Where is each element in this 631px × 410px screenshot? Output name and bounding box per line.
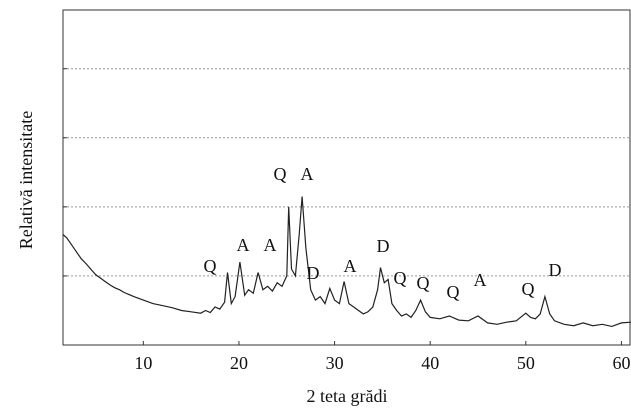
- plot-frame: [62, 9, 631, 346]
- xrd-line: [62, 196, 631, 328]
- peak-label: A: [237, 235, 250, 255]
- x-tick-label: 60: [612, 353, 630, 373]
- peak-label: Q: [447, 282, 460, 302]
- x-tick-label: 50: [517, 353, 535, 373]
- x-tick-label: 40: [421, 353, 439, 373]
- peak-label: Q: [417, 273, 430, 293]
- peak-label: D: [549, 260, 562, 280]
- peak-label: Q: [204, 256, 217, 276]
- x-axis-label: 2 teta grădi: [307, 386, 388, 406]
- x-tick-label: 10: [134, 353, 152, 373]
- x-tick-label: 20: [230, 353, 248, 373]
- x-tick-label: 30: [326, 353, 344, 373]
- peak-label: Q: [522, 279, 535, 299]
- peak-label: Q: [394, 268, 407, 288]
- peak-label: A: [344, 256, 357, 276]
- peak-label: D: [307, 263, 320, 283]
- peak-label: D: [377, 236, 390, 256]
- peak-label: A: [474, 270, 487, 290]
- peak-label: A: [301, 164, 314, 184]
- peak-label: A: [264, 235, 277, 255]
- y-axis-label: Relativă intensitate: [16, 111, 36, 249]
- peak-label: Q: [274, 164, 287, 184]
